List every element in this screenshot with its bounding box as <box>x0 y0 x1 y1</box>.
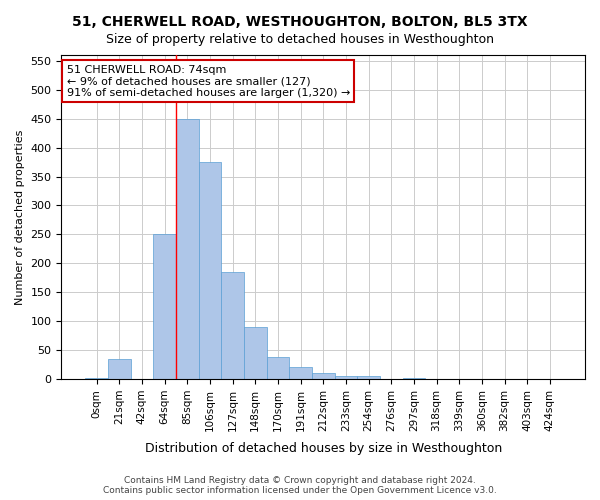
Text: Contains HM Land Registry data © Crown copyright and database right 2024.
Contai: Contains HM Land Registry data © Crown c… <box>103 476 497 495</box>
Bar <box>221 272 244 379</box>
Text: 51 CHERWELL ROAD: 74sqm
← 9% of detached houses are smaller (127)
91% of semi-de: 51 CHERWELL ROAD: 74sqm ← 9% of detached… <box>67 64 350 98</box>
Bar <box>199 162 221 379</box>
Bar <box>244 327 266 379</box>
Bar <box>266 357 289 379</box>
Bar <box>357 376 380 379</box>
Bar <box>176 118 199 379</box>
Bar <box>153 234 176 379</box>
Text: Size of property relative to detached houses in Westhoughton: Size of property relative to detached ho… <box>106 32 494 46</box>
Bar <box>85 378 108 379</box>
Bar <box>289 368 312 379</box>
Bar <box>335 376 357 379</box>
Bar <box>403 378 425 379</box>
Bar <box>312 374 335 379</box>
X-axis label: Distribution of detached houses by size in Westhoughton: Distribution of detached houses by size … <box>145 442 502 455</box>
Bar <box>108 359 131 379</box>
Text: 51, CHERWELL ROAD, WESTHOUGHTON, BOLTON, BL5 3TX: 51, CHERWELL ROAD, WESTHOUGHTON, BOLTON,… <box>72 15 528 29</box>
Y-axis label: Number of detached properties: Number of detached properties <box>15 130 25 304</box>
